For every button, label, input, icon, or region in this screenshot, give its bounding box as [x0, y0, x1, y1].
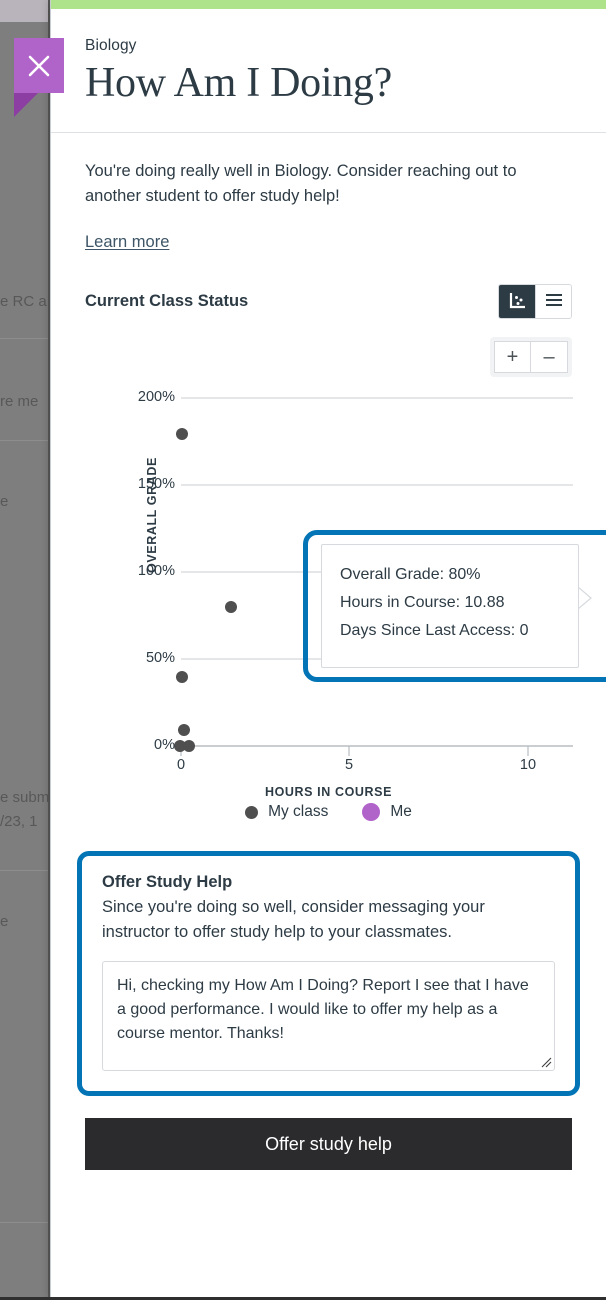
- legend-swatch-icon: [362, 803, 381, 822]
- tray-body: You're doing really well in Biology. Con…: [51, 133, 606, 822]
- y-tick-label: 200%: [137, 389, 175, 406]
- offer-help-subtitle: Since you're doing so well, consider mes…: [102, 898, 485, 942]
- offer-study-help-button[interactable]: Offer study help: [85, 1118, 572, 1171]
- zoom-controls-row: + –: [85, 337, 572, 378]
- view-toggle-group: [498, 284, 572, 320]
- zoom-in-button[interactable]: +: [494, 341, 531, 374]
- x-tick-label: 5: [344, 757, 354, 774]
- tooltip-line-grade: Overall Grade: 80%: [340, 566, 481, 584]
- legend-label: Me: [390, 803, 412, 821]
- tooltip-line-access: Days Since Last Access: 0: [340, 622, 529, 640]
- data-point-tooltip: Overall Grade: 80% Hours in Course: 10.8…: [321, 544, 579, 669]
- table-view-button[interactable]: [535, 285, 571, 319]
- zoom-out-button[interactable]: –: [531, 341, 568, 374]
- backdrop-text: e subm: [0, 789, 50, 806]
- offer-study-help-card: Offer Study Help Since you're doing so w…: [77, 851, 580, 1097]
- x-tick-label: 0: [176, 757, 186, 774]
- page-backdrop: e RC a re me e e subm /23, 1 e: [0, 0, 50, 1300]
- backdrop-divider: [0, 870, 50, 871]
- y-tick-label: 0%: [154, 737, 175, 754]
- close-icon: [14, 38, 64, 93]
- list-icon: [545, 293, 563, 310]
- section-title: Current Class Status: [85, 292, 249, 311]
- backdrop-divider: [0, 1222, 50, 1223]
- page-title: How Am I Doing?: [85, 60, 392, 106]
- backdrop-top-strip: [0, 0, 50, 22]
- chart-view-button[interactable]: [499, 285, 535, 319]
- backdrop-content: e RC a re me e e subm /23, 1 e: [0, 0, 50, 1300]
- x-tick-label: 10: [519, 757, 537, 774]
- tooltip-arrow: [578, 587, 592, 610]
- backdrop-text: e: [0, 493, 9, 510]
- legend-swatch-icon: [245, 805, 259, 819]
- legend-label: My class: [268, 803, 329, 821]
- tray-accent-bar: [51, 0, 606, 9]
- page-bottom-edge: [0, 1297, 606, 1300]
- intro-message: You're doing really well in Biology. Con…: [85, 162, 517, 206]
- y-tick-label: 100%: [137, 563, 175, 580]
- submit-row: Offer study help: [51, 1096, 606, 1171]
- x-axis-label: HOURS IN COURSE: [264, 785, 393, 800]
- backdrop-edge: [48, 0, 50, 1300]
- learn-more-link[interactable]: Learn more: [85, 233, 170, 252]
- backdrop-divider: [0, 440, 50, 441]
- current-class-status-row: Current Class Status: [85, 284, 572, 320]
- chart-legend: My class Me: [85, 803, 572, 822]
- message-textarea[interactable]: [102, 961, 555, 1072]
- tooltip-focus-ring: [303, 530, 606, 683]
- zoom-control-group: + –: [490, 337, 572, 378]
- backdrop-text: /23, 1: [0, 813, 38, 830]
- tooltip-line-hours: Hours in Course: 10.88: [340, 594, 505, 612]
- message-field-wrapper: [102, 961, 555, 1072]
- scatter-chart-icon: [509, 292, 526, 312]
- course-name: Biology: [85, 37, 137, 54]
- offer-help-title: Offer Study Help: [102, 873, 233, 892]
- backdrop-divider: [0, 338, 50, 339]
- close-button[interactable]: [14, 38, 64, 93]
- y-tick-label: 50%: [145, 650, 175, 667]
- backdrop-text: e: [0, 913, 9, 930]
- legend-item-my-class[interactable]: My class: [245, 803, 328, 821]
- backdrop-text: e RC a: [0, 293, 47, 310]
- legend-item-me[interactable]: Me: [362, 803, 412, 822]
- class-status-scatter-chart[interactable]: OVERALL GRADE 200% 150% 100% 50% 0% 0 5 …: [85, 387, 606, 807]
- tray-header: Biology How Am I Doing?: [51, 9, 606, 134]
- y-tick-label: 150%: [137, 476, 175, 493]
- how-am-i-doing-tray: Biology How Am I Doing? You're doing rea…: [14, 0, 606, 1300]
- y-axis-label: OVERALL GRADE: [145, 457, 159, 574]
- backdrop-text: re me: [0, 393, 39, 410]
- series-my-class: [174, 428, 237, 753]
